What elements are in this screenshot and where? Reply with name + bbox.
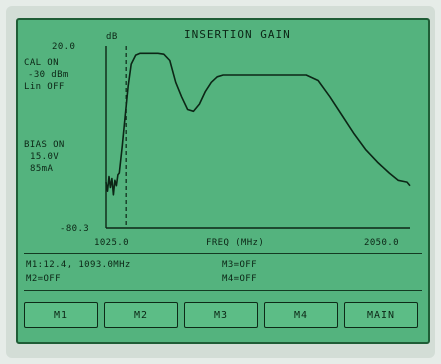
power-level: -30 dBm (28, 70, 69, 80)
marker-m4-readout: M4=OFF (222, 274, 257, 284)
bias-voltage: 15.0V (30, 152, 60, 162)
marker-m2-readout: M2=OFF (26, 274, 61, 284)
x-start-label: 1025.0 (94, 238, 129, 248)
m1-button[interactable]: M1 (24, 302, 98, 328)
y-top-label: 20.0 (52, 42, 76, 52)
m2-button[interactable]: M2 (104, 302, 178, 328)
divider (24, 290, 422, 291)
cal-status: CAL ON (24, 58, 59, 68)
m4-button[interactable]: M4 (264, 302, 338, 328)
marker-m3-readout: M3=OFF (222, 260, 257, 270)
main-button[interactable]: MAIN (344, 302, 418, 328)
gain-trace (105, 52, 411, 196)
bias-current: 85mA (30, 164, 54, 174)
x-end-label: 2050.0 (364, 238, 399, 248)
insertion-gain-plot (105, 46, 411, 229)
x-axis-label: FREQ (MHz) (206, 238, 265, 248)
lin-status: Lin OFF (24, 82, 65, 92)
y-bottom-label: -80.3 (60, 224, 90, 234)
plot-title: INSERTION GAIN (184, 28, 291, 41)
softkey-bar: M1 M2 M3 M4 MAIN (24, 302, 418, 328)
marker-m1-readout: M1:12.4, 1093.0MHz (26, 260, 131, 270)
divider (24, 253, 422, 254)
y-unit-label: dB (106, 32, 118, 42)
m3-button[interactable]: M3 (184, 302, 258, 328)
analyzer-screen: INSERTION GAIN dB 20.0 CAL ON -30 dBm Li… (16, 18, 430, 344)
bias-status: BIAS ON (24, 140, 65, 150)
